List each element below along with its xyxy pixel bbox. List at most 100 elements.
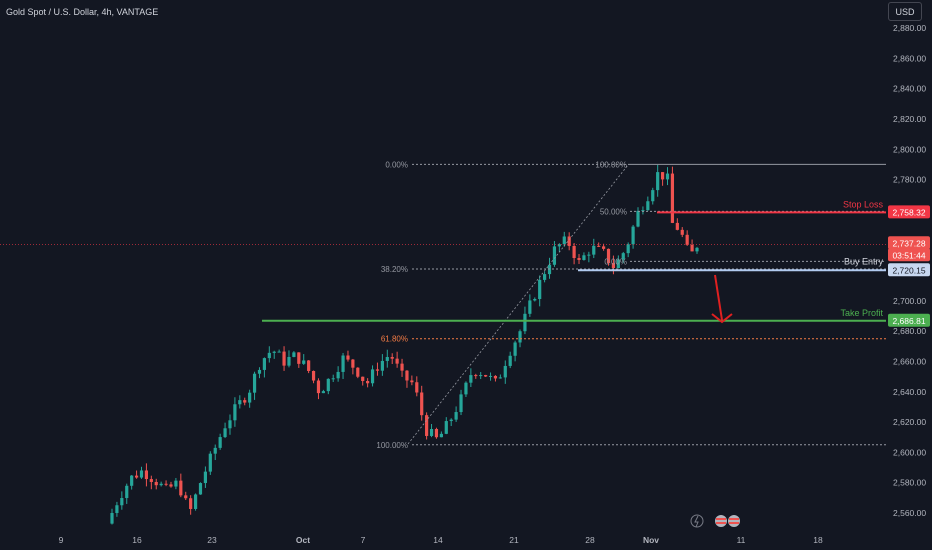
y-tick-label: 2,820.00 [893,114,926,124]
candle-body [198,483,203,495]
candle-body [660,172,665,180]
candle-body [110,512,114,524]
candle-body [144,470,149,480]
candle-body [606,248,611,263]
candle-body [508,355,512,366]
y-tick-label: 2,700.00 [893,296,926,306]
currency-button[interactable]: USD [888,2,922,21]
candle-body [159,483,163,486]
candle-body [351,359,355,368]
candle-body [538,279,542,300]
y-tick-label: 2,580.00 [893,478,926,488]
candle-body [287,356,291,366]
candle-body [336,371,340,379]
candle-body [164,483,168,485]
candle-body [449,419,453,422]
candle-body [562,236,566,245]
candle-body [223,428,227,438]
candle-body [651,190,655,202]
candle-body [405,370,409,381]
price-tags: 2,758.32 2,737.28 03:51:44 2,720.15 2,686.81 [888,205,930,327]
y-tick-label: 2,880.00 [893,23,926,33]
x-tick-label: 7 [361,535,366,545]
candle-body [680,229,684,235]
candle-body [361,376,365,381]
x-tick-label: 16 [132,535,142,545]
candle-body [444,421,448,434]
take-profit-price-tag: 2,686.81 [892,316,925,326]
candle-body [341,355,345,372]
candle-body [134,475,139,478]
candle-body [297,352,301,364]
y-tick-label: 2,680.00 [893,326,926,336]
symbol-title: Gold Spot / U.S. Dollar, 4h, VANTAGE [6,7,159,17]
candle-body [498,377,502,379]
candle-body [184,495,188,499]
candle-body [587,254,591,256]
candles [110,164,699,525]
candle-body [695,247,699,252]
take-profit-price-tag-bg [888,313,930,327]
candle-body [380,360,384,371]
buy-entry-label: Buy Entry [844,256,884,266]
candle-body [120,498,124,506]
candle-body [400,363,404,371]
y-tick-label: 2,840.00 [893,84,926,94]
candle-body [154,481,158,486]
candle-body [631,226,635,245]
candle-body [252,373,257,393]
candle-body [375,369,380,371]
y-tick-label: 2,600.00 [893,447,926,457]
candle-body [390,357,394,359]
candle-body [366,380,370,384]
fib-level-label: 100.00% [376,441,408,450]
fib2-level-label: 100.00% [595,160,627,169]
candle-body [267,352,271,359]
candle-body [218,437,222,448]
current-price-tag-bg [888,236,930,250]
candle-body [228,420,232,429]
candle-body [257,369,262,374]
candle-body [685,234,689,245]
candle-body [356,367,360,377]
fib-level-label: 0.00% [385,160,408,169]
candle-body [410,380,414,383]
candle-body [125,485,129,499]
candle-body [321,391,325,394]
fib2-level-label: 0.00% [604,257,627,266]
countdown-tag-bg [888,248,930,262]
candle-body [272,351,276,353]
candle-body [282,351,286,366]
countdown-tag: 03:51:44 [892,250,925,260]
candle-body [503,365,507,378]
candle-body [262,358,266,370]
candle-body [675,222,679,230]
candle-body [233,404,237,421]
x-tick-label: 14 [433,535,443,545]
candle-body [528,300,532,314]
candle-body [169,484,173,487]
candle-body [316,380,321,394]
candle-body [434,428,439,438]
candle-body [238,400,242,405]
y-tick-label: 2,800.00 [893,144,926,154]
flash-icon[interactable] [690,514,704,528]
x-tick-label: Nov [643,535,659,545]
x-tick-label: 18 [813,535,823,545]
candle-body [641,210,645,212]
buy-entry-price-tag: 2,720.15 [892,265,925,275]
economic-event-icon-2[interactable] [728,515,740,527]
candle-body [425,415,429,436]
x-tick-label: 9 [59,535,64,545]
candle-body [616,259,620,269]
candle-body [557,244,561,247]
time-axis: 9 16 23 Oct 7 14 21 28 Nov 11 18 [59,535,823,545]
take-profit-label: Take Profit [840,308,883,318]
candle-body [307,360,311,371]
fib2-level-label: 50.00% [600,207,627,216]
economic-event-icon[interactable] [715,515,727,527]
candle-body [601,246,606,249]
candle-body [518,331,522,343]
candle-body [454,412,458,420]
